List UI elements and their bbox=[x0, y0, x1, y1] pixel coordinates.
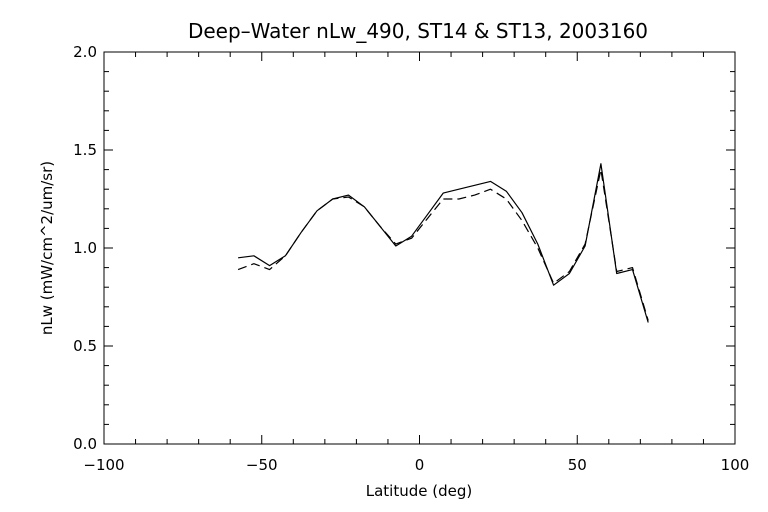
y-tick-label: 1.5 bbox=[73, 141, 97, 159]
series-group bbox=[237, 163, 649, 323]
x-tick-label: 100 bbox=[721, 456, 750, 474]
x-tick-label: 50 bbox=[568, 456, 587, 474]
series-line-dashed bbox=[237, 169, 649, 321]
y-tick-label: 0.5 bbox=[73, 337, 97, 355]
plot-frame bbox=[103, 51, 736, 445]
axis-ticks bbox=[103, 51, 736, 445]
chart-title: Deep–Water nLw_490, ST14 & ST13, 2003160 bbox=[188, 19, 648, 43]
x-tick-label: 0 bbox=[415, 456, 425, 474]
y-tick-label: 1.0 bbox=[73, 239, 97, 257]
y-tick-label: 0.0 bbox=[73, 435, 97, 453]
x-axis-label: Latitude (deg) bbox=[366, 482, 472, 500]
x-tick-label: −50 bbox=[246, 456, 278, 474]
y-tick-label: 2.0 bbox=[73, 43, 97, 61]
y-axis-label: nLw (mW/cm^2/um/sr) bbox=[38, 161, 56, 335]
x-tick-label: −100 bbox=[83, 456, 124, 474]
series-line-solid bbox=[238, 163, 649, 323]
tick-labels: −100 −50 0 50 100 0.0 0.5 1.0 1.5 2.0 bbox=[73, 43, 749, 474]
